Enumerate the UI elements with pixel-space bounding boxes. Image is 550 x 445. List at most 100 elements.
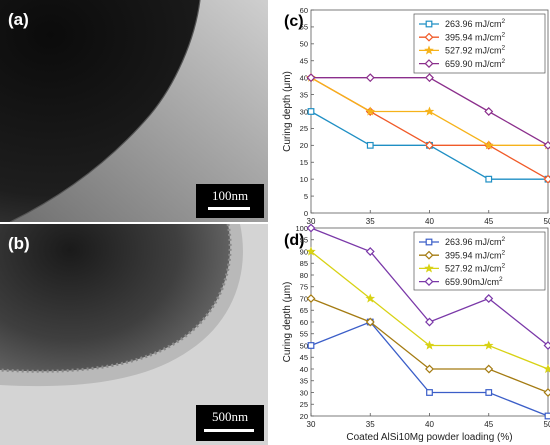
y-tick-label-d: 90 [300,247,308,256]
data-point-c-3 [365,106,376,116]
data-point-c-4 [543,140,550,150]
data-point-d-2 [306,294,316,303]
legend-label-c: 263.96 mJ/cm2 [445,18,506,29]
x-tick-label-c: 50 [544,217,550,226]
data-point-d-4 [306,223,316,233]
legend-label-text-d: 659.90mJ/cm [445,277,499,287]
y-tick-label-c: 0 [304,209,308,218]
x-tick-label-c: 30 [307,217,316,226]
legend-label-superscript-c: 2 [502,18,506,25]
y-tick-label-d: 100 [295,224,308,233]
data-point-c-1 [307,108,315,115]
y-tick-label-c: 35 [300,90,308,99]
legend-marker-d [424,263,434,273]
legend-label-text-c: 263.96 mJ/cm [445,19,502,29]
panel-label-c: (c) [284,13,304,30]
y-tick-label-d: 35 [300,377,308,386]
y-tick-label-c: 15 [300,158,308,167]
legend-label-d: 527.92 mJ/cm2 [445,263,506,274]
data-point-d-4 [365,247,375,256]
y-tick-label-c: 40 [300,73,308,82]
y-tick-label-d: 30 [300,388,308,397]
legend-label-superscript-c: 2 [502,45,506,52]
data-point-d-2 [425,364,434,374]
y-axis-label-c: Curing depth (μm) [282,71,293,152]
legend-label-text-d: 263.96 mJ/cm [445,237,502,247]
data-point-d-2 [484,364,494,374]
y-tick-label-d: 65 [300,306,308,315]
particle-b [0,224,231,372]
y-tick-label-d: 40 [300,365,308,374]
y-tick-label-c: 45 [300,57,308,66]
y-tick-label-c: 50 [300,40,308,49]
y-tick-label-d: 80 [300,271,308,280]
x-axis-label-d: Coated AlSi10Mg powder loading (%) [346,432,512,443]
legend-label-d: 395.94 mJ/cm2 [445,249,506,260]
chart-d: (d) 30 35 40 45 50 20 25 30 35 40 45 50 55 60 65 70 75 80 8… [282,223,550,443]
legend-label-d: 263.96 mJ/cm2 [445,236,506,247]
y-tick-label-d: 45 [300,353,308,362]
particle-a [0,0,200,222]
panel-label-b: (b) [8,234,30,253]
legend-marker-d [424,277,434,287]
scale-bar-box-a [196,184,264,218]
legend-label-c: 527.92 mJ/cm2 [445,45,506,56]
legend-label-text-c: 659.90 mJ/cm [445,59,502,69]
scale-bar-b [204,429,254,432]
data-point-c-1 [366,141,374,149]
y-tick-label-c: 25 [300,124,308,133]
x-tick-label-c: 45 [484,217,493,226]
scale-bar-a [208,207,250,210]
x-tick-label-c: 40 [425,217,434,226]
data-point-c-2 [543,174,550,184]
y-tick-label-d: 70 [300,294,308,303]
y-tick-label-d: 85 [300,259,308,268]
data-point-d-3 [306,246,316,256]
data-point-c-4 [425,73,434,83]
data-point-d-3 [424,340,435,350]
legend-marker-c [424,45,434,55]
y-tick-label-c: 55 [300,23,308,32]
legend-label-superscript-d: 2 [502,249,506,256]
legend-label-text-d: 395.94 mJ/cm [445,250,502,260]
x-tick-label-c: 35 [366,217,375,226]
data-point-c-3 [424,106,435,116]
legend-label-superscript-d: 2 [499,276,503,283]
y-tick-label-c: 30 [300,107,308,116]
data-point-d-4 [425,317,434,327]
micrograph-b: (b) 500nm [0,224,268,445]
legend-marker-c [425,20,433,28]
panel-label-d: (d) [284,232,304,249]
legend-label-superscript-c: 2 [502,58,506,65]
data-point-c-1 [485,175,493,183]
legend-marker-c [424,59,434,69]
data-point-d-4 [484,294,494,303]
y-tick-label-d: 25 [300,400,308,409]
legend-label-superscript-c: 2 [502,31,506,38]
x-tick-label-d: 40 [425,420,434,429]
y-tick-label-c: 20 [300,141,308,150]
data-point-c-4 [306,73,316,83]
y-tick-label-d: 60 [300,318,308,327]
legend-label-text-c: 527.92 mJ/cm [445,46,502,56]
data-point-d-4 [543,341,550,350]
legend-label-c: 395.94 mJ/cm2 [445,31,506,42]
scale-bar-label-a: 100nm [212,188,248,203]
data-point-c-3 [483,140,494,150]
chart-c: (c)3035404550051015202530354045505560Ori… [282,6,550,241]
data-point-d-3 [483,340,494,350]
x-tick-label-d: 35 [366,420,375,429]
legend-marker-c [424,32,434,42]
x-tick-label-d: 30 [307,420,316,429]
legend-label-c: 659.90 mJ/cm2 [445,58,506,69]
legend-marker-d [424,250,434,260]
panel-label-a: (a) [8,10,29,29]
data-point-d-1 [307,342,315,349]
legend-label-text-c: 395.94 mJ/cm [445,32,502,42]
data-point-d-3 [543,363,550,374]
legend-label-text-d: 527.92 mJ/cm [445,264,502,274]
y-tick-label-d: 20 [300,412,308,421]
micrograph-a: (a) 100nm [0,0,268,222]
legend-label-superscript-d: 2 [502,236,506,243]
